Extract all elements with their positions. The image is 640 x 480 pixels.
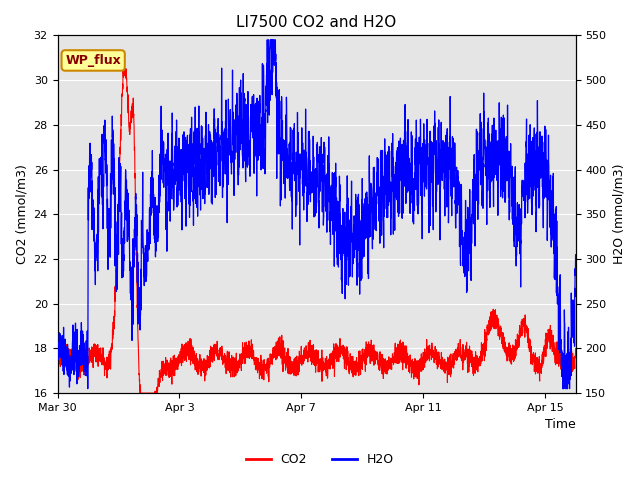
X-axis label: Time: Time — [545, 419, 575, 432]
Title: LI7500 CO2 and H2O: LI7500 CO2 and H2O — [236, 15, 397, 30]
Y-axis label: H2O (mmol/m3): H2O (mmol/m3) — [612, 164, 625, 264]
Legend: CO2, H2O: CO2, H2O — [241, 448, 399, 471]
Y-axis label: CO2 (mmol/m3): CO2 (mmol/m3) — [15, 164, 28, 264]
Text: WP_flux: WP_flux — [65, 54, 121, 67]
